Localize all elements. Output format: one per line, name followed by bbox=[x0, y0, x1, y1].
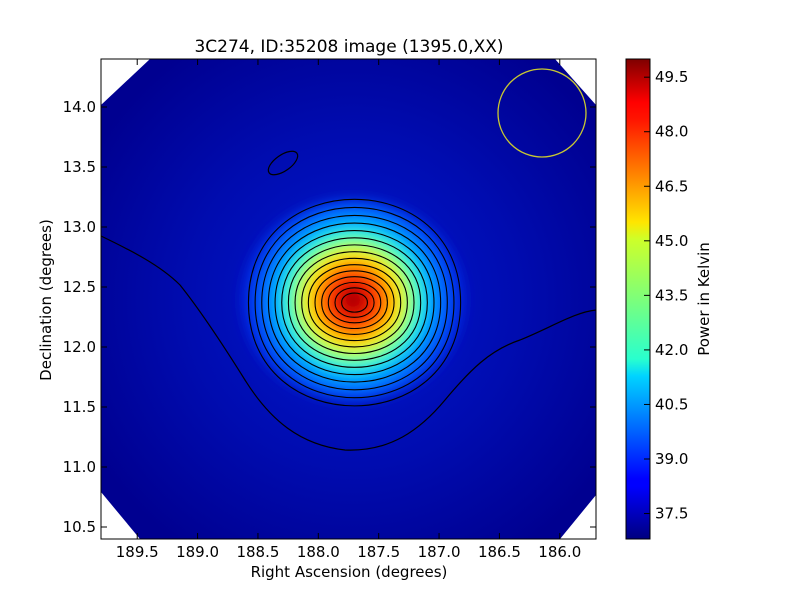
plot-area bbox=[101, 59, 596, 539]
colorbar-tick-label: 42.0 bbox=[655, 341, 688, 359]
x-tick-label: 186.0 bbox=[538, 543, 581, 561]
x-tick-label: 187.0 bbox=[418, 543, 461, 561]
x-axis-label: Right Ascension (degrees) bbox=[251, 563, 448, 581]
small-contour bbox=[267, 150, 299, 176]
x-axis: 189.5 189.0 188.5 188.0 187.5 187.0 186.5 186.0 bbox=[116, 59, 581, 561]
x-tick-label: 186.5 bbox=[478, 543, 521, 561]
contour-ring bbox=[321, 276, 388, 330]
contour-ring bbox=[314, 270, 395, 335]
y-axis: 10.5 11.0 11.5 12.0 12.5 13.0 13.5 14.0 bbox=[63, 98, 596, 536]
beam-circle bbox=[497, 68, 587, 158]
colorbar-tick-label: 49.5 bbox=[655, 68, 688, 86]
colorbar-tick-label: 39.0 bbox=[655, 450, 688, 468]
contour-ring bbox=[307, 264, 402, 342]
contour-ring bbox=[294, 251, 415, 355]
x-tick-label: 188.0 bbox=[297, 543, 340, 561]
y-tick-label: 13.0 bbox=[63, 218, 96, 236]
colorbar-ticks: 37.5 39.0 40.5 42.0 43.5 45.0 46.5 48.0 49.5 bbox=[644, 68, 688, 523]
contour-ring bbox=[267, 222, 442, 383]
colorbar-tick-label: 46.5 bbox=[655, 177, 688, 195]
y-tick-label: 11.5 bbox=[63, 398, 96, 416]
contour-ring bbox=[247, 198, 462, 407]
colorbar-tick-label: 45.0 bbox=[655, 232, 688, 250]
plot-frame bbox=[100, 58, 597, 540]
colorbar-label: Power in Kelvin bbox=[695, 242, 713, 356]
contour-ring bbox=[261, 215, 448, 391]
contour-ring bbox=[327, 281, 382, 324]
contour-ring bbox=[334, 287, 375, 318]
source-emission bbox=[241, 200, 465, 400]
x-tick-label: 187.5 bbox=[357, 543, 400, 561]
colorbar-tick-label: 40.5 bbox=[655, 395, 688, 413]
y-tick-label: 13.5 bbox=[63, 158, 96, 176]
y-tick-label: 12.0 bbox=[63, 338, 96, 356]
colorbar-tick-label: 48.0 bbox=[655, 123, 688, 141]
y-tick-label: 12.5 bbox=[63, 278, 96, 296]
colorbar bbox=[625, 58, 651, 540]
contour-ring bbox=[274, 230, 435, 375]
contour-ring bbox=[301, 257, 408, 348]
contour-lines bbox=[247, 198, 462, 407]
contour-ring bbox=[341, 292, 368, 313]
chart-title: 3C274, ID:35208 image (1395.0,XX) bbox=[194, 37, 503, 57]
y-tick-label: 11.0 bbox=[63, 458, 96, 476]
colorbar-tick-label: 37.5 bbox=[655, 505, 688, 523]
x-tick-label: 188.5 bbox=[236, 543, 279, 561]
contour-ring bbox=[287, 244, 422, 361]
contour-ring bbox=[254, 206, 455, 399]
outer-contour bbox=[101, 235, 596, 451]
y-tick-label: 14.0 bbox=[63, 98, 96, 116]
contour-ring bbox=[281, 237, 428, 368]
y-axis-label: Declination (degrees) bbox=[37, 219, 55, 381]
x-tick-label: 189.5 bbox=[116, 543, 159, 561]
colorbar-tick-label: 43.5 bbox=[655, 286, 688, 304]
x-tick-label: 189.0 bbox=[176, 543, 219, 561]
y-tick-label: 10.5 bbox=[63, 518, 96, 536]
